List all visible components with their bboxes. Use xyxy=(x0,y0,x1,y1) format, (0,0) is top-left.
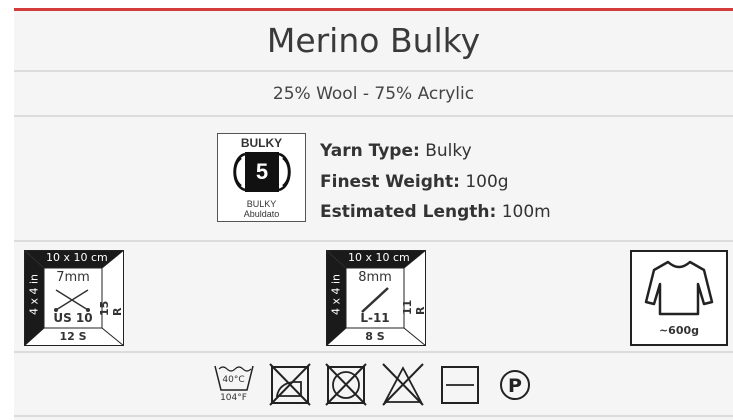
hook-size: 8mm xyxy=(358,270,392,285)
wash-40-icon: 40°C 104°F xyxy=(213,362,255,406)
knitting-needles-icon xyxy=(54,289,90,312)
yarn-type: Yarn Type: Bulky xyxy=(320,141,472,161)
do-not-iron-icon xyxy=(268,363,311,406)
gauge-stitches: 8 S xyxy=(365,330,385,343)
badge-number: 5 xyxy=(255,159,269,184)
yarn-details-row: BULKY 5 BULKY Abuldato Yarn Type: Bulky … xyxy=(14,117,733,242)
svg-text:P: P xyxy=(508,375,522,397)
badge-label: BULKY xyxy=(246,199,277,209)
crochet-hook-icon xyxy=(361,287,389,313)
gauge-row: 10 x 10 cm 4 x 4 in 7mm US 10 15 R 12 S … xyxy=(14,242,733,353)
professional-dry-clean-p-icon: P xyxy=(499,370,530,400)
yarn-info-card: Merino Bulky 25% Wool - 75% Acrylic BULK… xyxy=(14,8,733,420)
title-row: Merino Bulky xyxy=(14,11,733,72)
wash-temp-f: 104°F xyxy=(220,393,247,403)
gauge-rows: 15 R xyxy=(98,300,124,316)
sweater-icon xyxy=(644,260,714,316)
knitting-gauge: 10 x 10 cm 4 x 4 in 7mm US 10 15 R 12 S xyxy=(24,250,124,346)
gauge-size-label: 10 x 10 cm xyxy=(348,251,410,264)
do-not-bleach-icon xyxy=(381,363,424,406)
gauge-inches-label: 4 x 4 in xyxy=(27,273,41,316)
gauge-inches-label: 4 x 4 in xyxy=(329,273,343,316)
care-symbols: 40°C 104°F P xyxy=(213,362,535,406)
badge-label-alt: Abuldato xyxy=(243,209,280,219)
badge-top-label: BULKY xyxy=(240,136,283,150)
needle-us-size: US 10 xyxy=(53,311,93,325)
yarn-skein-icon xyxy=(232,152,291,192)
composition: 25% Wool - 75% Acrylic xyxy=(272,83,475,104)
crochet-gauge: 10 x 10 cm 4 x 4 in 8mm L-11 11 R 8 S xyxy=(326,250,427,346)
gauge-stitches: 12 S xyxy=(59,330,87,343)
finest-weight: Finest Weight: 100g xyxy=(320,171,509,192)
estimated-length: Estimated Length: 100m xyxy=(320,202,551,222)
yarn-weight-badge: BULKY 5 BULKY Abuldato xyxy=(217,133,306,222)
product-title: Merino Bulky xyxy=(266,21,481,60)
dry-flat-icon xyxy=(440,366,479,404)
yarn-info-list: Yarn Type: Bulky Finest Weight: 100g Est… xyxy=(320,136,551,228)
gauge-size-label: 10 x 10 cm xyxy=(46,251,108,264)
wash-temp-c: 40°C xyxy=(222,375,245,385)
sweater-weight: ~600g xyxy=(630,250,728,346)
hook-us-size: L-11 xyxy=(360,311,390,325)
needle-size: 7mm xyxy=(56,270,90,285)
sweater-weight-label: ~600g xyxy=(658,324,700,337)
gauge-rows: 11 R xyxy=(401,299,427,315)
do-not-tumble-dry-icon xyxy=(324,363,367,406)
care-row: 40°C 104°F P xyxy=(14,353,733,417)
composition-row: 25% Wool - 75% Acrylic xyxy=(14,72,733,117)
